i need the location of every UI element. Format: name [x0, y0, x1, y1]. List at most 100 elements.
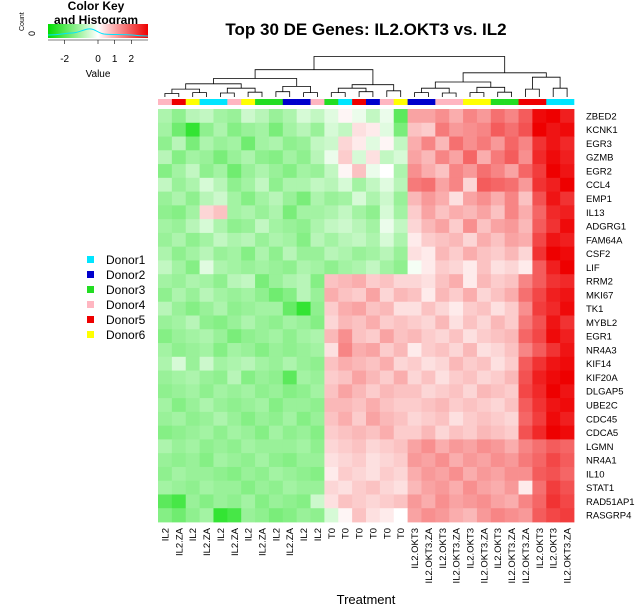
heatmap-cell [213, 329, 228, 344]
heatmap-cell [490, 343, 506, 358]
heatmap-cell [504, 370, 519, 385]
heatmap-cell [282, 219, 298, 234]
heatmap-cell [185, 425, 200, 440]
heatmap-cell [366, 356, 381, 371]
heatmap-cell [282, 150, 298, 165]
heatmap-cell [213, 205, 228, 220]
heatmap-cell [490, 411, 506, 427]
heatmap-cell [504, 219, 519, 234]
row-label: KIF20A [586, 373, 618, 384]
heatmap-cell [421, 425, 436, 440]
heatmap-cell [546, 494, 561, 509]
heatmap-cell [560, 219, 575, 234]
heatmap-cell [171, 398, 187, 413]
heatmap-cell [463, 398, 478, 413]
heatmap-cell [449, 164, 464, 179]
heatmap-cell [532, 122, 547, 137]
heatmap-cell [338, 150, 353, 165]
heatmap-cell [213, 109, 228, 124]
heatmap-cell [268, 356, 284, 371]
heatmap-cell [352, 205, 367, 220]
heatmap-cell [449, 370, 464, 385]
heatmap-cell [421, 205, 436, 220]
heatmap-cell [421, 301, 436, 316]
heatmap-cell [560, 439, 575, 454]
dendrogram-link [247, 91, 263, 97]
heatmap-cell [324, 219, 339, 234]
heatmap-cell [171, 260, 187, 275]
heatmap-cell [338, 356, 353, 371]
heatmap-cell [490, 384, 506, 399]
heatmap-cell [338, 274, 353, 289]
heatmap-cell [435, 274, 450, 289]
heatmap-cell [324, 246, 339, 261]
heatmap-cell [407, 287, 422, 303]
heatmap-cell [213, 439, 228, 454]
heatmap-cell [352, 219, 367, 234]
heatmap-cell [213, 384, 228, 399]
heatmap-cell [241, 329, 256, 344]
heatmap-cell [352, 480, 367, 495]
column-label: T0 [368, 528, 379, 539]
heatmap-cell [268, 370, 284, 385]
heatmap-cell [490, 191, 506, 206]
column-dendrogram [164, 56, 568, 97]
heatmap-cell [338, 411, 353, 427]
heatmap-cell [282, 439, 298, 454]
heatmap-cell [158, 232, 173, 248]
heatmap-cell [338, 453, 353, 468]
heatmap-cell [324, 164, 339, 179]
heatmap-cell [532, 494, 547, 509]
heatmap-cell [393, 260, 408, 275]
heatmap-cell [352, 109, 367, 124]
heatmap-cell [282, 191, 298, 206]
heatmap-cell [449, 425, 464, 440]
heatmap-cell [255, 246, 270, 261]
heatmap-cell [476, 508, 492, 523]
heatmap-cell [296, 109, 311, 124]
heatmap-cell [255, 398, 270, 413]
column-label: IL2.ZA [258, 527, 269, 556]
heatmap-cell [518, 343, 533, 358]
row-label: LIF [586, 263, 600, 274]
heatmap-cell [352, 343, 367, 358]
heatmap-cell [324, 384, 339, 399]
heatmap-cell [504, 384, 519, 399]
heatmap-cell [158, 287, 173, 303]
heatmap-cell [449, 177, 464, 192]
heatmap-cell [560, 260, 575, 275]
heatmap-cell [449, 287, 464, 303]
heatmap-cell [296, 191, 311, 206]
heatmap-cell [255, 494, 270, 509]
heatmap-cell [449, 480, 464, 495]
heatmap-cell [158, 122, 173, 137]
heatmap-cell [463, 508, 478, 523]
heatmap-cell [532, 232, 547, 248]
heatmap-cell [463, 439, 478, 454]
heatmap-cell [296, 466, 311, 482]
column-label: IL2.ZA [230, 527, 241, 556]
column-label: IL2 [160, 528, 171, 541]
heatmap-cell [296, 232, 311, 248]
heatmap-cell [255, 232, 270, 248]
legend-label: Donor2 [106, 268, 146, 282]
heatmap-cell [379, 136, 395, 151]
heatmap-cell [338, 384, 353, 399]
heatmap-cell [379, 150, 395, 165]
heatmap-cell [518, 480, 533, 495]
heatmap-cell [241, 343, 256, 358]
heatmap-cell [532, 287, 547, 303]
heatmap-cell [199, 466, 214, 482]
donor-bar-cell [338, 99, 353, 105]
heatmap-cell [158, 480, 173, 495]
heatmap-cell [310, 246, 325, 261]
heatmap-cell [476, 466, 492, 482]
heatmap-cell [407, 109, 422, 124]
heatmap-cell [213, 343, 228, 358]
column-label: T0 [355, 528, 366, 539]
heatmap-cell [241, 177, 256, 192]
heatmap-cell [310, 301, 325, 316]
heatmap-cell [282, 315, 298, 330]
